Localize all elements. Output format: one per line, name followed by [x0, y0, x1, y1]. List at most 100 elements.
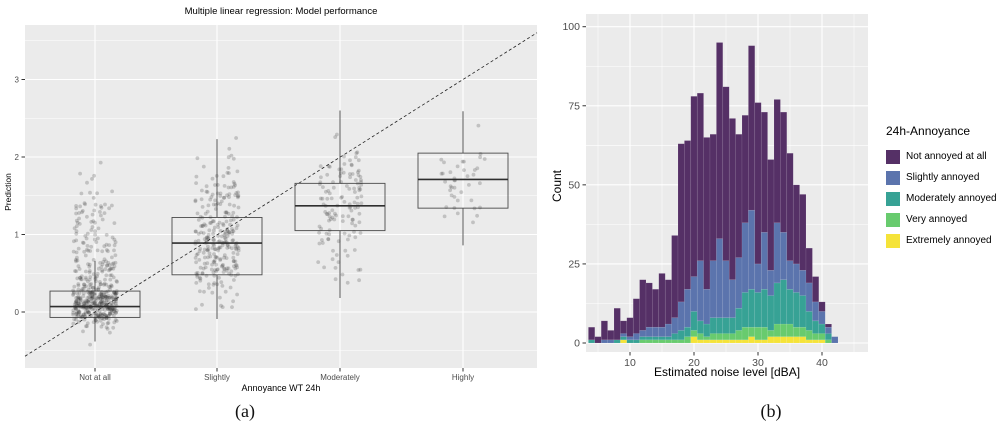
histogram-bar [709, 133, 717, 262]
histogram-bar [613, 339, 621, 344]
histogram-bar [626, 336, 634, 341]
histogram-bar [799, 295, 807, 328]
caption-a: (a) [235, 401, 255, 421]
legend-entry: Not annoyed at all [886, 146, 1000, 167]
histogram-bar [722, 333, 730, 341]
svg-text:2: 2 [15, 153, 20, 162]
histogram-bar [741, 115, 749, 224]
histogram-bar [792, 184, 800, 265]
histogram-bar [716, 42, 724, 239]
histogram-bar [773, 99, 781, 224]
histogram-bar [767, 159, 775, 271]
svg-text:40: 40 [816, 357, 828, 369]
histogram-bar [728, 333, 736, 341]
legend-entry: Slightly annoyed [886, 167, 1000, 188]
histogram-bar [760, 232, 768, 290]
svg-text:20: 20 [688, 357, 700, 369]
histogram-bar [786, 323, 794, 337]
histogram-bar [780, 232, 788, 280]
histogram-bar [754, 292, 762, 328]
histogram-bar [594, 336, 602, 344]
histogram-bar [767, 330, 775, 337]
histogram-bar [703, 336, 711, 341]
svg-text:Moderately: Moderately [320, 373, 360, 382]
histogram-bar [812, 333, 820, 341]
histogram-bar [786, 288, 794, 325]
histogram-legend: 24h-Annoyance Not annoyed at all Slightl… [886, 124, 1000, 251]
histogram-bar [620, 320, 628, 334]
histogram-bar [658, 273, 666, 328]
panel-a-x-axis-label: Annoyance WT 24h [241, 383, 321, 393]
histogram-bar [709, 339, 717, 344]
histogram-bar [632, 333, 640, 341]
histogram-bar [600, 339, 608, 344]
boxplot-3 [417, 111, 509, 246]
histogram-bar [696, 92, 704, 262]
histogram-bar [690, 336, 698, 344]
histogram-bar [735, 307, 743, 331]
histogram-bar [773, 336, 781, 344]
legend-label: Extremely annoyed [906, 235, 992, 246]
histogram-bar [684, 326, 692, 337]
jitter-points [71, 123, 487, 347]
histogram-bar [677, 339, 685, 344]
histogram-bar [818, 323, 826, 334]
histogram-bar [639, 339, 647, 344]
histogram-bar [664, 336, 672, 341]
panel-a-background [25, 25, 537, 368]
histogram-bar [780, 323, 788, 337]
histogram-bar [639, 330, 647, 337]
histogram-bar [677, 301, 685, 331]
histogram-bar [671, 333, 679, 341]
histogram-bar [652, 326, 660, 337]
legend-swatch-extremely [886, 233, 900, 248]
histogram-bar [664, 279, 672, 325]
histogram-bar [824, 326, 832, 334]
histogram-bar [748, 326, 756, 337]
histogram-bar [818, 301, 826, 312]
histogram-bar [607, 339, 615, 344]
panel-a-title: Multiple linear regression: Model perfor… [184, 6, 378, 17]
histogram-bar [690, 276, 698, 312]
histogram-bar [722, 317, 730, 334]
legend-swatch-slightly [886, 170, 900, 185]
histogram-bar [652, 336, 660, 341]
histogram-bar [645, 282, 653, 328]
histogram-bar [716, 339, 724, 344]
histogram-bar [824, 339, 832, 344]
svg-text:10: 10 [624, 357, 636, 369]
histogram-bar [767, 336, 775, 344]
panel-b-x-axis-label: Estimated noise level [dBA] [653, 365, 801, 379]
histogram-bar [677, 143, 685, 303]
legend-swatch-very [886, 212, 900, 227]
histogram-bar [773, 282, 781, 325]
histogram-bar [645, 336, 653, 341]
histogram-bar [728, 317, 736, 334]
histogram-bar [780, 111, 788, 233]
histogram-bar [818, 339, 826, 344]
histogram-bar [684, 140, 692, 290]
histogram-bar [716, 333, 724, 341]
boxplot-1 [171, 139, 263, 319]
histogram-bar [741, 326, 749, 341]
svg-text:3: 3 [15, 75, 20, 84]
histogram-bar [748, 336, 756, 344]
histogram-bar [716, 317, 724, 334]
histogram-bar [664, 339, 672, 344]
histogram-bar [722, 86, 730, 262]
histogram-bar [671, 317, 679, 334]
histogram-bar [824, 333, 832, 341]
histogram-bar [632, 339, 640, 344]
histogram-bar [799, 336, 807, 344]
histogram-bar [786, 152, 794, 262]
histogram-bar [760, 339, 768, 344]
histogram-bar [607, 330, 615, 341]
svg-text:1: 1 [15, 230, 20, 239]
panel-b-y-axis-label: Count [550, 169, 564, 203]
histogram-bars [588, 42, 839, 344]
histogram-bar [805, 282, 813, 312]
legend-label: Moderately annoyed [906, 193, 997, 204]
histogram-bar [652, 288, 660, 328]
histogram-bar [716, 238, 724, 318]
histogram-bar [658, 326, 666, 337]
